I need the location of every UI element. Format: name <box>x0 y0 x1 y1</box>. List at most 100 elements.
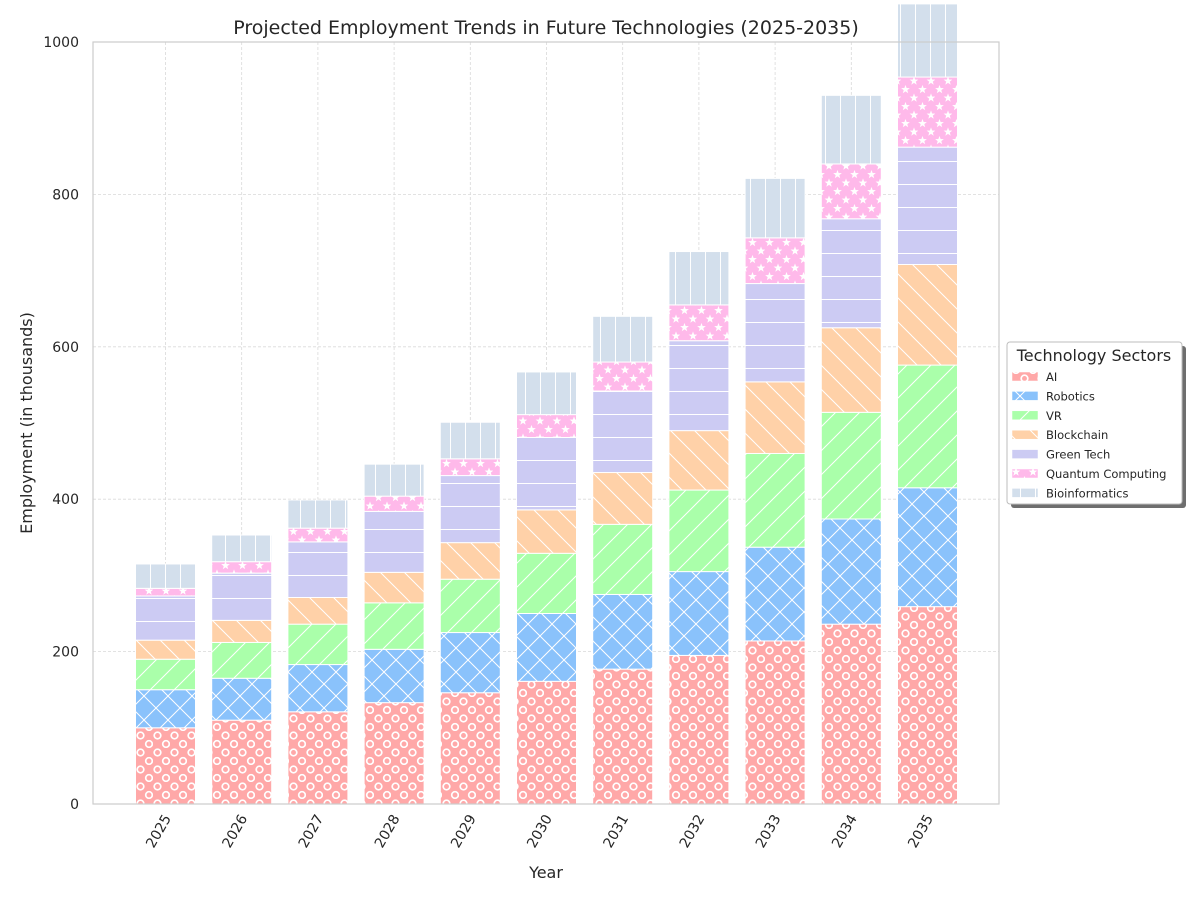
bar-robotics-2027[interactable] <box>287 664 349 713</box>
legend-swatch <box>1011 468 1039 479</box>
bar-bioinformatics-2030[interactable] <box>516 371 577 416</box>
bar-vr-2032[interactable] <box>668 489 730 573</box>
bar-ai-2025[interactable] <box>135 727 196 805</box>
bar-stack-2034 <box>820 94 882 805</box>
legend-item-ai[interactable]: AI <box>1011 370 1057 384</box>
bar-blockchain-2026[interactable] <box>211 619 273 643</box>
legend-item-green-tech[interactable]: Green Tech <box>1011 448 1110 462</box>
bar-green-tech-2031[interactable] <box>592 390 654 474</box>
bar-robotics-2029[interactable] <box>439 632 501 694</box>
bar-ai-2031[interactable] <box>592 668 654 805</box>
bar-green-tech-2034[interactable] <box>820 218 882 329</box>
bar-quantum-computing-2027[interactable] <box>287 527 349 543</box>
bar-ai-2030[interactable] <box>516 680 577 805</box>
legend-swatch <box>1011 449 1039 459</box>
bar-quantum-computing-2028[interactable] <box>363 495 425 512</box>
bar-robotics-2034[interactable] <box>820 518 882 625</box>
bar-blockchain-2028[interactable] <box>363 571 425 604</box>
bar-vr-2030[interactable] <box>516 552 577 614</box>
bar-vr-2027[interactable] <box>287 623 349 666</box>
bar-quantum-computing-2035[interactable] <box>897 76 958 148</box>
bar-vr-2028[interactable] <box>363 602 425 650</box>
bar-quantum-computing-2033[interactable] <box>744 237 806 285</box>
bar-ai-2034[interactable] <box>820 623 882 805</box>
bar-robotics-2031[interactable] <box>592 593 654 670</box>
bar-vr-2026[interactable] <box>211 641 273 679</box>
bar-robotics-2035[interactable] <box>897 487 958 608</box>
bar-green-tech-2030[interactable] <box>516 436 577 511</box>
bar-quantum-computing-2030[interactable] <box>516 414 577 438</box>
legend-item-vr[interactable]: VR <box>1011 409 1062 423</box>
bar-green-tech-2027[interactable] <box>287 541 349 598</box>
bar-green-tech-2033[interactable] <box>744 283 806 383</box>
legend-box <box>1006 341 1183 505</box>
bar-bioinformatics-2032[interactable] <box>668 251 730 306</box>
bar-green-tech-2035[interactable] <box>897 146 958 266</box>
bar-vr-2033[interactable] <box>744 452 806 548</box>
legend-item-blockchain[interactable]: Blockchain <box>1011 428 1108 442</box>
legend-label: Robotics <box>1046 389 1095 403</box>
legend-swatch <box>1011 429 1039 440</box>
legend-item-bioinformatics[interactable]: Bioinformatics <box>1011 486 1128 500</box>
bar-blockchain-2032[interactable] <box>668 430 730 491</box>
bar-bioinformatics-2035[interactable] <box>897 3 958 78</box>
bar-ai-2026[interactable] <box>211 719 273 805</box>
bar-ai-2027[interactable] <box>287 711 349 805</box>
bar-green-tech-2029[interactable] <box>439 475 501 544</box>
bar-quantum-computing-2026[interactable] <box>211 561 273 574</box>
bar-ai-2033[interactable] <box>744 640 806 805</box>
bar-quantum-computing-2031[interactable] <box>592 361 654 392</box>
bar-stack-2031 <box>592 315 654 805</box>
bar-robotics-2025[interactable] <box>135 689 196 729</box>
bar-quantum-computing-2032[interactable] <box>668 304 730 342</box>
bar-blockchain-2025[interactable] <box>135 639 196 660</box>
legend-swatch <box>1011 488 1039 498</box>
bar-quantum-computing-2034[interactable] <box>820 163 882 220</box>
bar-vr-2035[interactable] <box>897 364 958 489</box>
bar-bioinformatics-2033[interactable] <box>744 177 806 239</box>
bar-stack-2028 <box>363 463 425 805</box>
bar-bioinformatics-2027[interactable] <box>287 499 349 529</box>
bar-robotics-2030[interactable] <box>516 613 577 682</box>
bar-robotics-2033[interactable] <box>744 546 806 642</box>
bar-quantum-computing-2025[interactable] <box>135 587 196 597</box>
bar-green-tech-2032[interactable] <box>668 340 730 432</box>
bar-blockchain-2030[interactable] <box>516 509 577 554</box>
bar-stack-2029 <box>439 421 501 805</box>
legend-label: Blockchain <box>1046 428 1108 442</box>
bar-vr-2025[interactable] <box>135 658 196 691</box>
bar-green-tech-2025[interactable] <box>135 595 196 641</box>
bar-green-tech-2028[interactable] <box>363 510 425 573</box>
bar-stack-2033 <box>744 177 806 805</box>
y-tick-label: 0 <box>70 797 79 813</box>
bar-vr-2029[interactable] <box>439 578 501 634</box>
bar-ai-2029[interactable] <box>439 692 501 805</box>
bar-ai-2032[interactable] <box>668 654 730 805</box>
legend-item-quantum-computing[interactable]: Quantum Computing <box>1011 467 1166 481</box>
bar-vr-2034[interactable] <box>820 411 882 520</box>
bar-bioinformatics-2026[interactable] <box>211 534 273 563</box>
bar-bioinformatics-2034[interactable] <box>820 94 882 165</box>
plot-frame <box>92 41 1000 805</box>
bar-ai-2028[interactable] <box>363 702 425 805</box>
bar-robotics-2026[interactable] <box>211 677 273 721</box>
bar-blockchain-2027[interactable] <box>287 596 349 625</box>
bar-blockchain-2031[interactable] <box>592 472 654 525</box>
bar-robotics-2028[interactable] <box>363 648 425 704</box>
legend-item-robotics[interactable]: Robotics <box>1011 389 1095 403</box>
bar-stack-2025 <box>135 563 196 805</box>
bar-bioinformatics-2028[interactable] <box>363 463 425 497</box>
bar-quantum-computing-2029[interactable] <box>439 458 501 477</box>
bar-bioinformatics-2029[interactable] <box>439 421 501 460</box>
bar-ai-2035[interactable] <box>897 606 958 805</box>
bar-bioinformatics-2025[interactable] <box>135 563 196 589</box>
bar-blockchain-2034[interactable] <box>820 327 882 413</box>
bar-vr-2031[interactable] <box>592 523 654 595</box>
bar-bioinformatics-2031[interactable] <box>592 315 654 363</box>
bar-blockchain-2033[interactable] <box>744 381 806 454</box>
bar-robotics-2032[interactable] <box>668 571 730 656</box>
bar-green-tech-2026[interactable] <box>211 572 273 621</box>
bar-blockchain-2029[interactable] <box>439 542 501 580</box>
bar-blockchain-2035[interactable] <box>897 264 958 366</box>
bar-stack-2032 <box>668 251 730 805</box>
